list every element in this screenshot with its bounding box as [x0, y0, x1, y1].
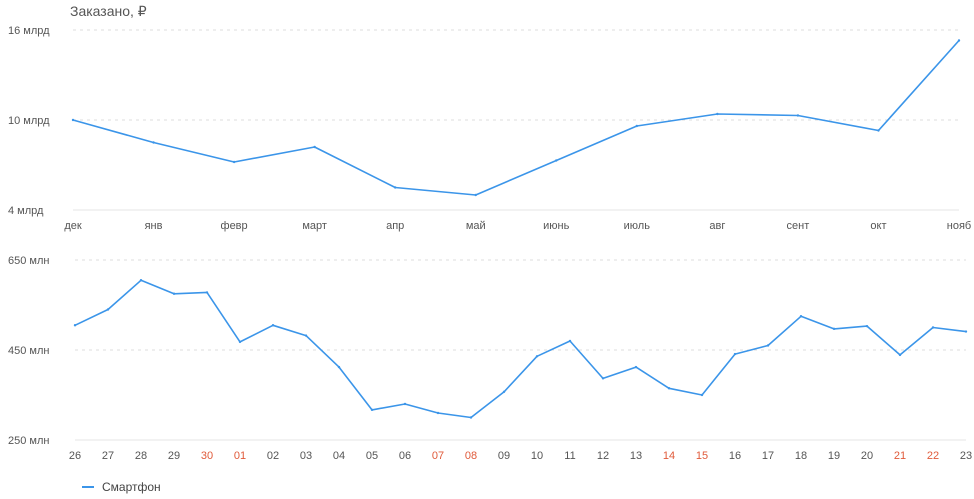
- data-point: [304, 334, 308, 337]
- x-tick-label: июль: [624, 220, 651, 232]
- data-point: [716, 112, 719, 116]
- series-line: [74, 279, 967, 419]
- data-point: [205, 291, 209, 294]
- data-point: [733, 352, 737, 356]
- data-point: [957, 39, 961, 42]
- x-tick-label: май: [466, 220, 486, 232]
- data-point: [469, 416, 473, 419]
- y-tick-label: 250 млн: [8, 435, 49, 447]
- legend-label: Смартфон: [102, 480, 161, 494]
- data-point: [766, 344, 770, 347]
- x-tick-label: июнь: [543, 220, 569, 232]
- x-tick-label: 20: [861, 450, 873, 462]
- data-point: [635, 124, 639, 128]
- x-tick-label: 19: [828, 450, 840, 462]
- data-point: [601, 377, 605, 380]
- x-tick-label: февр: [221, 220, 248, 232]
- data-point: [139, 279, 143, 282]
- data-point: [474, 193, 477, 197]
- data-point: [152, 141, 155, 144]
- data-point: [313, 145, 316, 149]
- x-tick-label: 29: [168, 450, 180, 462]
- data-point: [238, 340, 242, 344]
- x-tick-label-weekend: 30: [201, 450, 213, 462]
- x-tick-label: 13: [630, 450, 642, 462]
- x-tick-label: 26: [69, 450, 81, 462]
- x-tick-label-weekend: 14: [663, 450, 675, 462]
- data-point: [898, 353, 902, 357]
- series-line: [72, 39, 960, 196]
- x-tick-label: авг: [709, 220, 725, 232]
- data-point: [393, 186, 397, 189]
- x-tick-label: 12: [597, 450, 609, 462]
- data-point: [71, 118, 75, 122]
- data-point: [502, 390, 506, 394]
- x-tick-label-weekend: 07: [432, 450, 444, 462]
- x-tick-label: 23: [960, 450, 972, 462]
- y-tick-label: 16 млрд: [8, 25, 50, 37]
- data-point: [403, 402, 407, 406]
- x-tick-label: 03: [300, 450, 312, 462]
- data-point: [436, 411, 440, 415]
- x-tick-label: сент: [787, 220, 810, 232]
- data-point: [832, 327, 836, 331]
- x-tick-label: 18: [795, 450, 807, 462]
- data-point: [73, 324, 77, 327]
- x-tick-label: 02: [267, 450, 279, 462]
- x-tick-label: окт: [870, 220, 886, 232]
- x-tick-label-weekend: 01: [234, 450, 246, 462]
- data-point: [877, 129, 880, 132]
- x-tick-label: 11: [564, 450, 575, 462]
- x-tick-label-weekend: 08: [465, 450, 477, 462]
- x-tick-label-weekend: 22: [927, 450, 939, 462]
- data-point: [172, 292, 176, 295]
- legend-swatch: [82, 486, 94, 488]
- data-point: [964, 330, 968, 333]
- x-tick-label: 28: [135, 450, 147, 462]
- x-tick-label: дек: [64, 220, 82, 232]
- x-tick-label: 04: [333, 450, 345, 462]
- x-tick-label: 06: [399, 450, 411, 462]
- x-tick-label: 17: [762, 450, 774, 462]
- x-tick-label: янв: [145, 220, 163, 232]
- data-point: [568, 339, 572, 343]
- y-tick-label: 650 млн: [8, 255, 49, 267]
- data-point: [232, 160, 236, 164]
- data-point: [271, 324, 275, 327]
- x-tick-label: 10: [531, 450, 543, 462]
- x-tick-label: 16: [729, 450, 741, 462]
- data-point: [555, 159, 558, 162]
- y-tick-label: 10 млрд: [8, 115, 50, 127]
- x-tick-label-weekend: 15: [696, 450, 708, 462]
- data-point: [634, 365, 638, 369]
- data-point: [337, 365, 341, 369]
- data-point: [667, 387, 671, 390]
- x-tick-label: март: [302, 220, 327, 232]
- legend[interactable]: Смартфон: [82, 480, 161, 494]
- chart-title: Заказано, ₽: [70, 3, 147, 19]
- x-tick-label: 27: [102, 450, 114, 462]
- data-point: [535, 355, 539, 358]
- x-tick-label: 05: [366, 450, 378, 462]
- data-point: [931, 326, 935, 329]
- data-point: [370, 408, 374, 412]
- y-tick-label: 450 млн: [8, 345, 49, 357]
- data-point: [799, 315, 803, 318]
- data-point: [700, 393, 704, 397]
- data-point: [796, 114, 800, 117]
- x-tick-label: апр: [386, 220, 404, 232]
- x-tick-label: 09: [498, 450, 510, 462]
- x-tick-label-weekend: 21: [894, 450, 906, 462]
- y-tick-label: 4 млрд: [8, 205, 44, 217]
- data-point: [106, 308, 110, 311]
- data-point: [865, 324, 869, 328]
- x-tick-label: нояб: [947, 220, 971, 232]
